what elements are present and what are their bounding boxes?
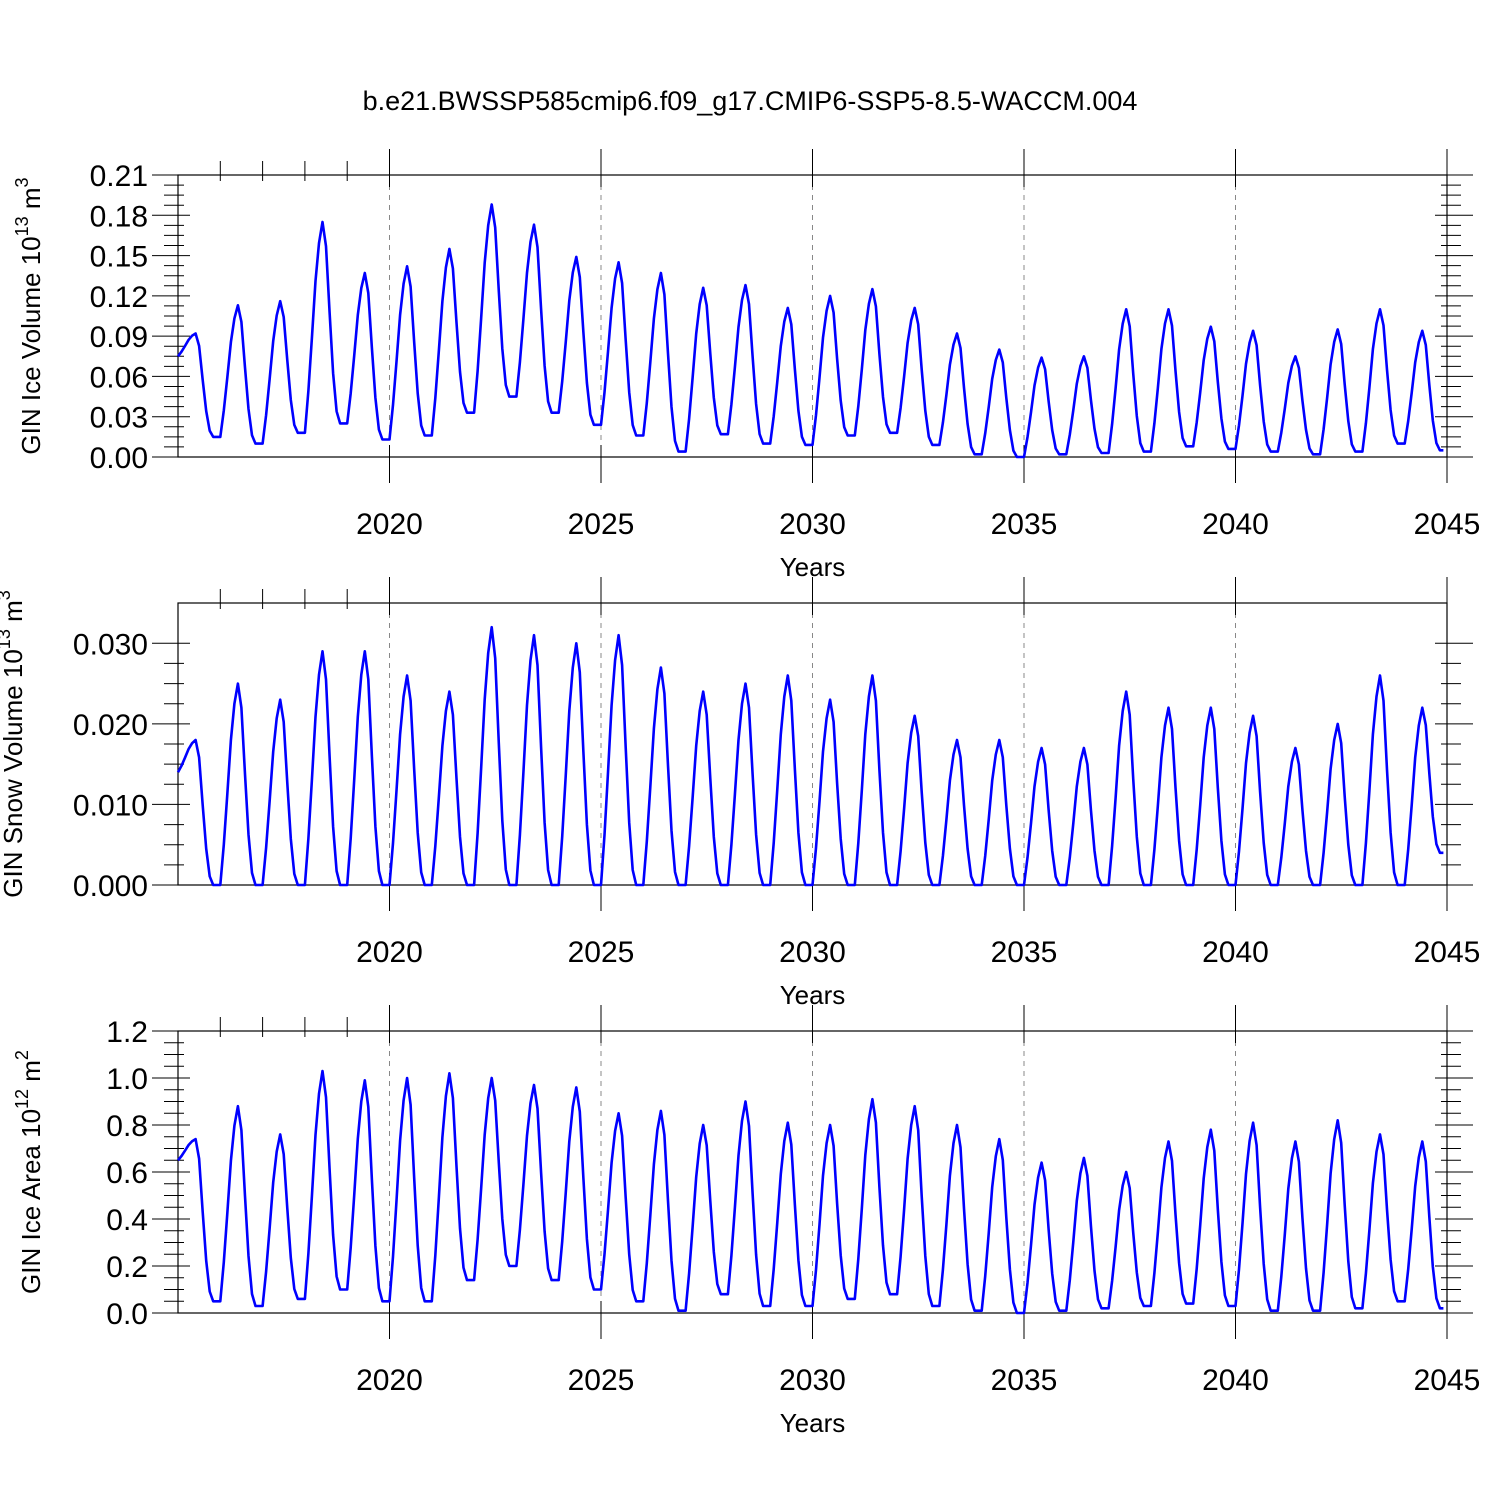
x-tick-label: 2040 <box>1202 508 1269 541</box>
y-axis-title: GIN Snow Volume 1013 m3 <box>0 590 28 898</box>
y-axis-title: GIN Ice Volume 1013 m3 <box>12 177 46 454</box>
x-tick-label: 2025 <box>568 508 635 541</box>
series-line-snow-volume <box>176 625 1444 887</box>
y-tick-label: 0.010 <box>73 789 148 822</box>
panel-ice-area: 0.0 0.2 0.4 0.6 0.8 1.0 1.2 2020 2025 2030 2035 204… <box>12 1005 1480 1438</box>
y-tick-label: 0.000 <box>73 870 148 903</box>
y-tick-label: 0.06 <box>90 361 148 394</box>
y-axis-title: GIN Ice Area 1012 m2 <box>12 1050 46 1294</box>
y-axis-title-base: GIN Ice Volume 10 <box>16 236 46 454</box>
y-axis-title-exp: 13 <box>12 216 32 236</box>
y-axis-title-unit: m <box>16 1060 46 1089</box>
y-axis-title-unit-exp: 2 <box>12 1050 32 1060</box>
x-tick-label: 2035 <box>991 508 1058 541</box>
y-axis-title-base: GIN Ice Area 10 <box>16 1109 46 1294</box>
y-tick-label: 0.4 <box>106 1204 148 1237</box>
y-axis-title-unit: m <box>16 187 46 216</box>
x-tick-label: 2045 <box>1414 508 1481 541</box>
y-tick-label: 0.15 <box>90 241 148 274</box>
panel-snow-volume: 0.000 0.010 0.020 0.030 2020 2025 2030 2035 2040… <box>0 577 1480 1010</box>
series-line-ice-area <box>176 1069 1444 1315</box>
series-line-ice-volume <box>176 203 1444 459</box>
x-tick-label: 2030 <box>779 936 846 969</box>
x-tick-label: 2045 <box>1414 936 1481 969</box>
y-tick-label: 0.09 <box>90 321 148 354</box>
x-tick-label: 2030 <box>779 1364 846 1397</box>
y-axis-title-exp: 13 <box>0 629 14 649</box>
x-tick-label: 2020 <box>356 508 423 541</box>
y-tick-label: 0.0 <box>106 1298 148 1331</box>
y-axis-title-unit: m <box>0 600 28 629</box>
chart-title: b.e21.BWSSP585cmip6.f09_g17.CMIP6-SSP5-8… <box>363 86 1138 116</box>
x-tick-label: 2025 <box>568 936 635 969</box>
x-tick-label: 2030 <box>779 508 846 541</box>
x-tick-label: 2020 <box>356 1364 423 1397</box>
x-tick-label: 2040 <box>1202 1364 1269 1397</box>
x-tick-label: 2040 <box>1202 936 1269 969</box>
y-tick-label: 0.030 <box>73 628 148 661</box>
y-tick-label: 0.12 <box>90 281 148 314</box>
x-tick-label: 2035 <box>991 936 1058 969</box>
x-tick-label: 2025 <box>568 1364 635 1397</box>
y-tick-label: 0.2 <box>106 1251 148 1284</box>
y-tick-label: 0.03 <box>90 402 148 435</box>
y-tick-label: 0.00 <box>90 442 148 475</box>
y-axis-title-unit-exp: 3 <box>0 590 14 600</box>
y-axis-title-base: GIN Snow Volume 10 <box>0 649 28 898</box>
x-axis-title: Years <box>780 1408 846 1438</box>
y-tick-label: 0.020 <box>73 709 148 742</box>
y-tick-label: 0.6 <box>106 1157 148 1190</box>
y-tick-label: 0.8 <box>106 1110 148 1143</box>
y-tick-label: 0.18 <box>90 200 148 233</box>
y-tick-label: 1.2 <box>106 1016 148 1049</box>
x-tick-label: 2020 <box>356 936 423 969</box>
y-tick-label: 1.0 <box>106 1063 148 1096</box>
panel-ice-volume: 0.00 0.03 0.06 0.09 0.12 0.15 0.18 0.21 2020 2025… <box>12 149 1480 582</box>
y-tick-label: 0.21 <box>90 160 148 193</box>
x-tick-label: 2045 <box>1414 1364 1481 1397</box>
y-axis-title-exp: 12 <box>12 1089 32 1109</box>
y-axis-title-unit-exp: 3 <box>12 177 32 187</box>
x-tick-label: 2035 <box>991 1364 1058 1397</box>
